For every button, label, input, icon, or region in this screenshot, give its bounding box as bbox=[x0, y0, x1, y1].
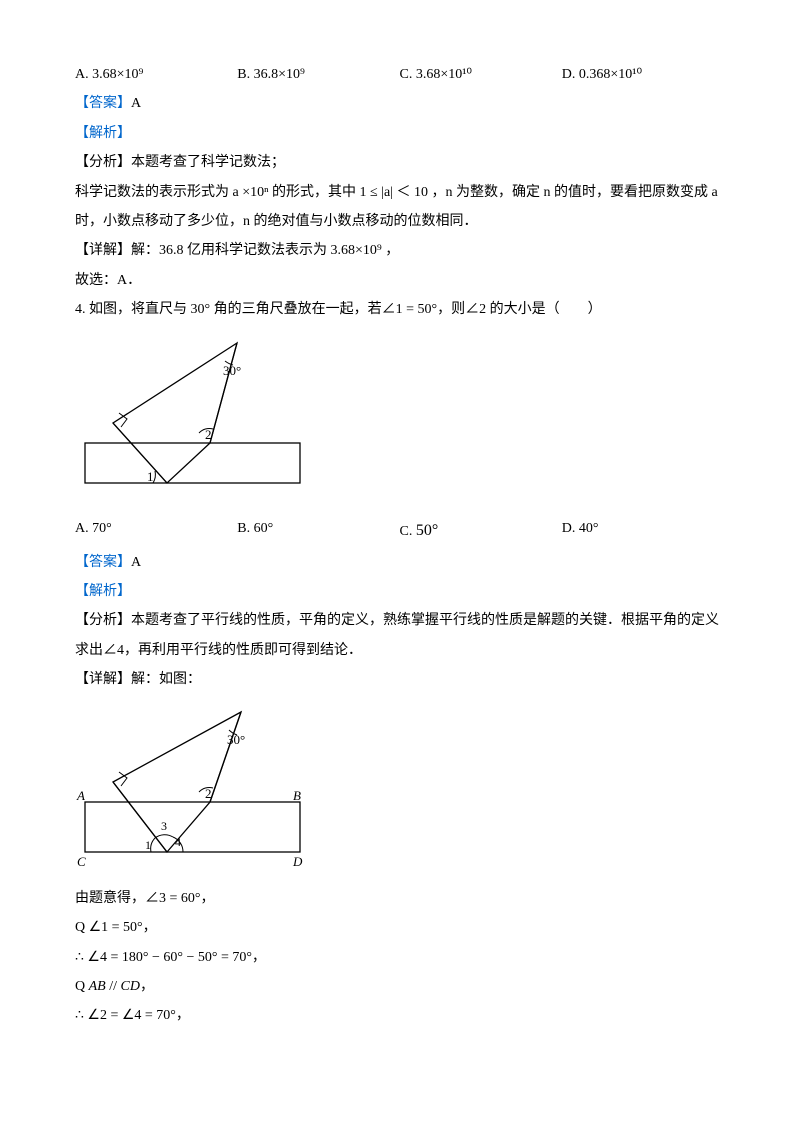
option-b: B. 60° bbox=[237, 514, 399, 548]
jiexi-label-1: 【解析】 bbox=[75, 119, 724, 148]
angle1-arc bbox=[151, 838, 155, 852]
para-1a: 科学记数法的表示形式为 a ×10ⁿ 的形式，其中 1 ≤ |a| ＜ 10 ，… bbox=[75, 178, 724, 207]
opt-value: 50° bbox=[416, 522, 438, 539]
option-a: A. 3.68×10⁹ bbox=[75, 60, 237, 89]
document-page: A. 3.68×10⁹ B. 36.8×10⁹ C. 3.68×10¹⁰ D. … bbox=[0, 0, 794, 1091]
question-4: 4. 如图，将直尺与 30° 角的三角尺叠放在一起，若∠1 = 50°，则∠2 … bbox=[75, 295, 724, 324]
fenxi-1: 【分析】本题考查了科学记数法； bbox=[75, 148, 724, 177]
opt-label: D. bbox=[562, 521, 576, 536]
label-1: 1 bbox=[145, 838, 151, 852]
opt-value: 3.68×10⁹ bbox=[92, 67, 143, 82]
triangle-ruler-svg-2: 30° 2 3 4 1 A B C D bbox=[75, 702, 315, 872]
option-c: C. 50° bbox=[400, 514, 562, 548]
pt-C: C bbox=[77, 854, 86, 869]
option-c: C. 3.68×10¹⁰ bbox=[400, 60, 562, 89]
answer-letter: A bbox=[131, 555, 141, 570]
option-d: D. 40° bbox=[562, 514, 724, 548]
label-2: 2 bbox=[205, 427, 212, 442]
ruler-rect bbox=[85, 802, 300, 852]
line-e2: Q ∠1 = 50°， bbox=[75, 913, 724, 942]
opt-label: A. bbox=[75, 521, 89, 536]
opt-value: 60° bbox=[254, 521, 274, 536]
label-1: 1 bbox=[147, 469, 154, 484]
answer-line-1: 【答案】A bbox=[75, 89, 724, 118]
opt-value: 36.8×10⁹ bbox=[254, 67, 305, 82]
label-30: 30° bbox=[227, 732, 245, 747]
right-angle-mark bbox=[119, 772, 127, 786]
option-a: A. 70° bbox=[75, 514, 237, 548]
triangle-side2 bbox=[113, 782, 167, 852]
pt-D: D bbox=[292, 854, 303, 869]
para-1b: 时，小数点移动了多少位，n 的绝对值与小数点移动的位数相同． bbox=[75, 207, 724, 236]
triangle-side bbox=[210, 712, 241, 802]
label-30: 30° bbox=[223, 363, 241, 378]
detail-1: 【详解】解：36.8 亿用科学记数法表示为 3.68×10⁹ ， bbox=[75, 236, 724, 265]
line-e5: ∴ ∠2 = ∠4 = 70°， bbox=[75, 1001, 724, 1030]
answer-label: 【答案】 bbox=[75, 555, 131, 570]
triangle-ruler-svg-1: 30° 2 1 bbox=[75, 333, 305, 503]
options-row-1: A. 3.68×10⁹ B. 36.8×10⁹ C. 3.68×10¹⁰ D. … bbox=[75, 60, 724, 89]
jiexi-label-2: 【解析】 bbox=[75, 577, 724, 606]
label-2: 2 bbox=[205, 786, 212, 801]
ruler-rect bbox=[85, 443, 300, 483]
opt-label: C. bbox=[400, 67, 413, 82]
figure-2: 30° 2 3 4 1 A B C D bbox=[75, 702, 724, 883]
label-4: 4 bbox=[175, 835, 181, 849]
label-3: 3 bbox=[161, 819, 167, 833]
option-d: D. 0.368×10¹⁰ bbox=[562, 60, 724, 89]
triangle-side2 bbox=[113, 423, 167, 483]
opt-label: B. bbox=[237, 67, 250, 82]
answer-letter: A bbox=[131, 96, 141, 111]
opt-value: 3.68×10¹⁰ bbox=[416, 67, 472, 82]
line-e1: 由题意得，∠3 = 60°， bbox=[75, 884, 724, 913]
opt-value: 40° bbox=[579, 521, 599, 536]
option-b: B. 36.8×10⁹ bbox=[237, 60, 399, 89]
opt-label: B. bbox=[237, 521, 250, 536]
answer-line-2: 【答案】A bbox=[75, 548, 724, 577]
line-e3: ∴ ∠4 = 180° − 60° − 50° = 70°， bbox=[75, 943, 724, 972]
opt-value: 0.368×10¹⁰ bbox=[579, 67, 642, 82]
pt-B: B bbox=[293, 788, 301, 803]
fenxi-2a: 【分析】本题考查了平行线的性质，平角的定义，熟练掌握平行线的性质是解题的关键．根… bbox=[75, 606, 724, 635]
opt-label: D. bbox=[562, 67, 576, 82]
line-e4: Q AB // CD， bbox=[75, 972, 724, 1001]
figure-1: 30° 2 1 bbox=[75, 333, 724, 514]
angle3-arc bbox=[155, 835, 173, 838]
options-row-2: A. 70° B. 60° C. 50° D. 40° bbox=[75, 514, 724, 548]
answer-label: 【答案】 bbox=[75, 96, 131, 111]
opt-value: 70° bbox=[92, 521, 112, 536]
triangle-shape bbox=[113, 712, 241, 852]
fenxi-2b: 求出∠4，再利用平行线的性质即可得到结论． bbox=[75, 636, 724, 665]
detail-2: 【详解】解：如图： bbox=[75, 665, 724, 694]
choose-1: 故选：A． bbox=[75, 266, 724, 295]
opt-label: C. bbox=[400, 524, 413, 539]
pt-A: A bbox=[76, 788, 85, 803]
opt-label: A. bbox=[75, 67, 89, 82]
